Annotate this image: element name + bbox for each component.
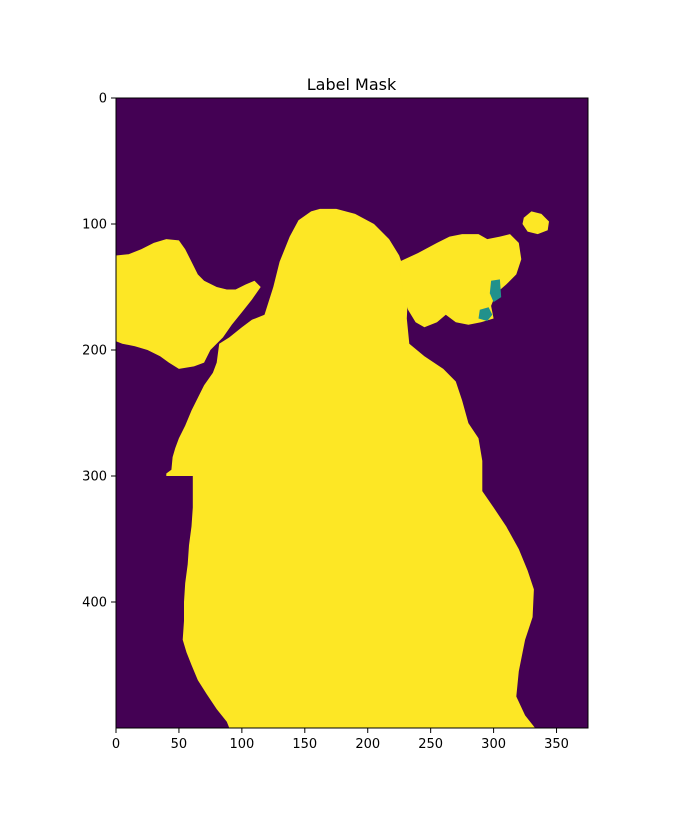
plot-area — [115, 97, 589, 729]
x-tick-label: 300 — [481, 737, 506, 752]
y-tick-label: 200 — [82, 344, 107, 359]
x-tick-label: 200 — [355, 737, 380, 752]
chart-title: Label Mask — [307, 75, 397, 94]
x-tick-label: 350 — [544, 737, 569, 752]
x-tick-label: 150 — [292, 737, 317, 752]
mask-region-class-2 — [116, 239, 261, 369]
x-tick-label: 100 — [229, 737, 254, 752]
y-axis: 0 100 200 300 400 — [82, 92, 116, 611]
mask-region-class-2 — [399, 234, 522, 328]
mask-region-class-2 — [522, 211, 549, 235]
x-axis: 0 50 100 150 200 250 300 350 — [112, 728, 569, 752]
mask-region-class-1 — [489, 279, 502, 303]
y-tick-label: 400 — [82, 596, 107, 611]
mask-region-class-1 — [478, 307, 493, 321]
plot-frame — [115, 97, 589, 729]
x-tick-label: 250 — [418, 737, 443, 752]
y-tick-label: 100 — [82, 218, 107, 233]
mask-region-class-2 — [166, 208, 536, 728]
x-tick-label: 0 — [112, 737, 120, 752]
y-tick-label: 300 — [82, 470, 107, 485]
y-tick-label: 0 — [99, 92, 107, 107]
x-tick-label: 50 — [171, 737, 188, 752]
